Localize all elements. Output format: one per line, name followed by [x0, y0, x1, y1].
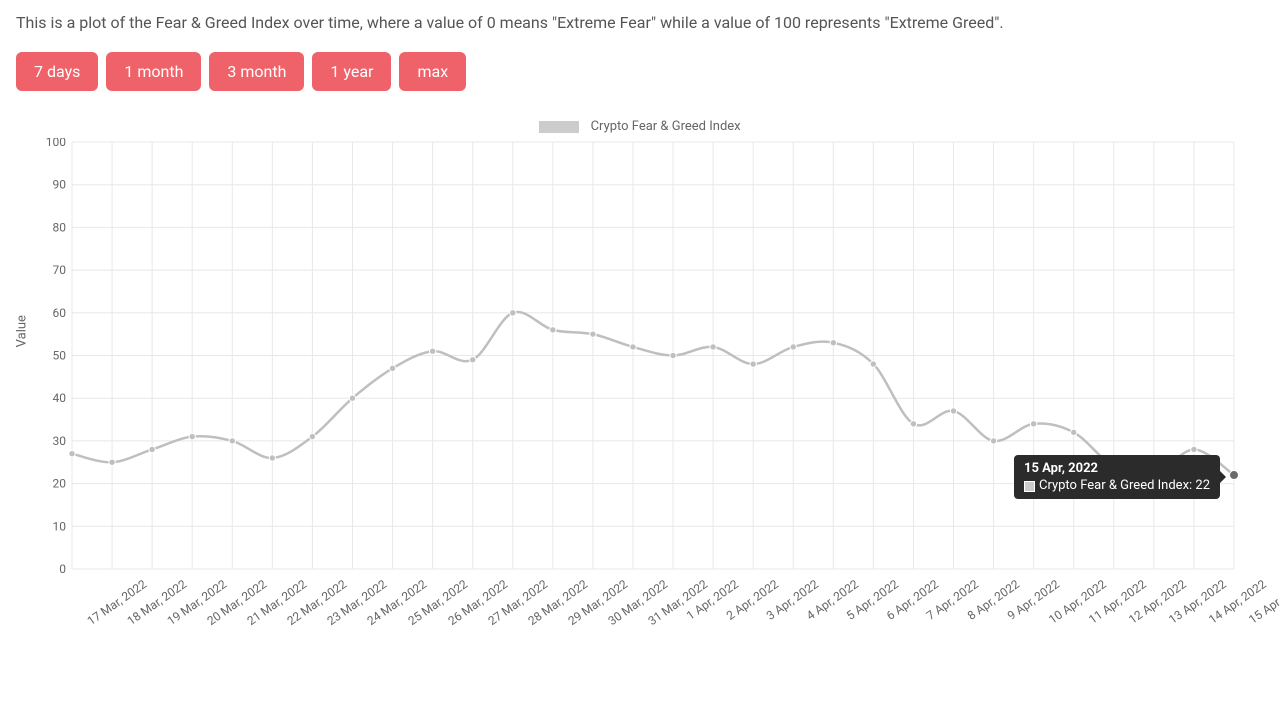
range-3month-button[interactable]: 3 month: [209, 52, 304, 91]
chart-svg[interactable]: 0 10 20 30 40 50 60 70 80 90 100: [36, 138, 1246, 573]
svg-text:40: 40: [53, 392, 67, 406]
legend-label: Crypto Fear & Greed Index: [591, 119, 741, 134]
svg-text:60: 60: [53, 306, 67, 320]
svg-text:50: 50: [53, 349, 67, 363]
legend-swatch: [539, 121, 579, 133]
chart-area[interactable]: Value 0102030405060708090100 15 Apr, 202…: [36, 138, 1264, 573]
svg-text:30: 30: [53, 434, 67, 448]
range-1month-button[interactable]: 1 month: [106, 52, 201, 91]
range-max-button[interactable]: max: [399, 52, 466, 91]
svg-text:90: 90: [53, 178, 67, 192]
description-text: This is a plot of the Fear & Greed Index…: [16, 12, 1264, 34]
svg-text:0: 0: [59, 562, 66, 573]
svg-text:70: 70: [53, 263, 67, 277]
svg-text:100: 100: [46, 138, 66, 149]
range-7days-button[interactable]: 7 days: [16, 52, 98, 91]
chart-legend[interactable]: Crypto Fear & Greed Index: [16, 119, 1264, 134]
x-axis-labels: 17 Mar, 202218 Mar, 202219 Mar, 202220 M…: [36, 573, 1264, 643]
range-1year-button[interactable]: 1 year: [312, 52, 391, 91]
y-axis-label: Value: [15, 315, 30, 347]
svg-text:10: 10: [53, 520, 67, 534]
svg-text:20: 20: [53, 477, 67, 491]
range-buttons: 7 days 1 month 3 month 1 year max: [16, 52, 1264, 91]
svg-text:80: 80: [53, 221, 67, 235]
